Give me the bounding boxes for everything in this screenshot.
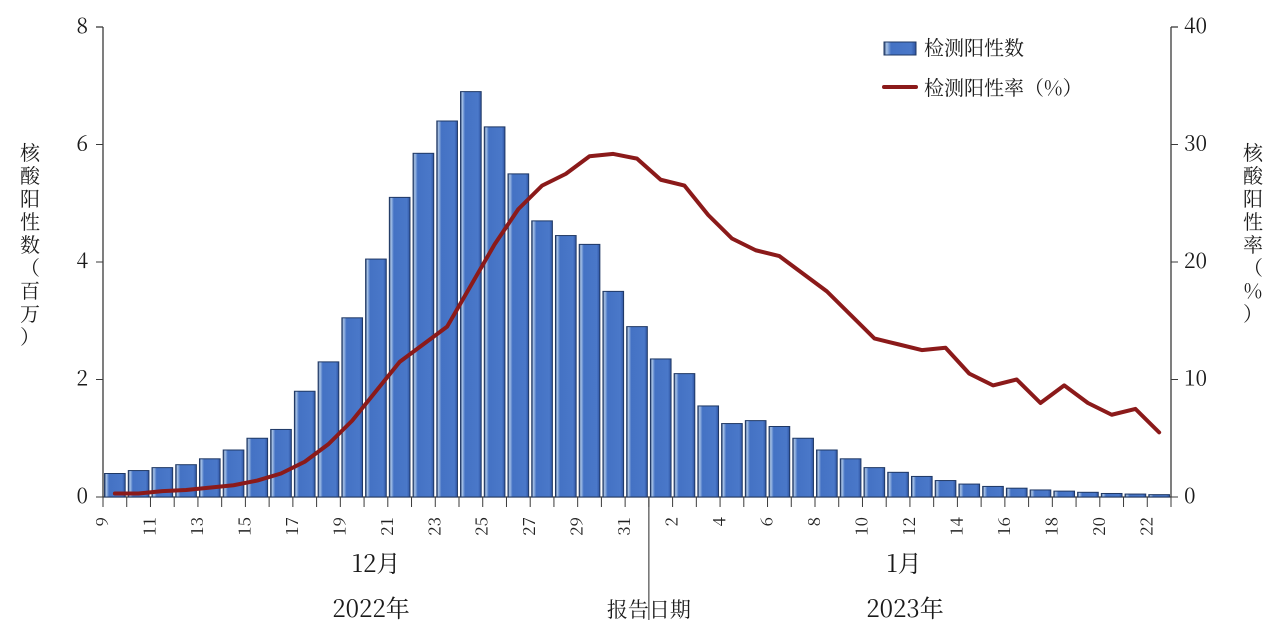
svg-text:20: 20 (1184, 245, 1207, 275)
svg-text:检测阳性率（%）: 检测阳性率（%） (924, 72, 1082, 101)
svg-text:8: 8 (76, 10, 88, 40)
svg-text:2022年: 2022年 (332, 589, 410, 624)
svg-text:4: 4 (705, 516, 730, 526)
svg-text:15: 15 (230, 517, 255, 536)
svg-text:17: 17 (278, 517, 303, 536)
svg-text:10: 10 (1184, 363, 1207, 393)
svg-text:19: 19 (325, 517, 350, 536)
svg-text:12: 12 (895, 517, 920, 536)
svg-text:30: 30 (1184, 128, 1207, 158)
svg-text:2023年: 2023年 (866, 589, 944, 624)
svg-text:40: 40 (1184, 10, 1207, 40)
svg-text:31: 31 (610, 517, 635, 536)
svg-text:9: 9 (88, 517, 113, 526)
svg-text:14: 14 (942, 516, 967, 535)
svg-text:6: 6 (753, 517, 778, 526)
svg-text:12月: 12月 (352, 544, 401, 579)
svg-text:2: 2 (658, 517, 683, 526)
svg-text:29: 29 (563, 517, 588, 536)
svg-text:6: 6 (76, 128, 88, 158)
svg-text:）: ） (20, 321, 40, 350)
svg-text:2: 2 (76, 363, 88, 393)
svg-text:检测阳性数: 检测阳性数 (924, 32, 1024, 61)
svg-text:22: 22 (1132, 517, 1157, 536)
svg-text:0: 0 (76, 480, 88, 510)
svg-text:8: 8 (800, 517, 825, 526)
svg-text:23: 23 (420, 517, 445, 536)
svg-text:13: 13 (183, 517, 208, 536)
svg-text:27: 27 (515, 517, 540, 536)
svg-text:10: 10 (847, 517, 872, 536)
svg-text:4: 4 (76, 245, 88, 275)
svg-text:20: 20 (1085, 517, 1110, 536)
svg-text:11: 11 (135, 517, 160, 536)
svg-text:0: 0 (1184, 480, 1196, 510)
svg-text:16: 16 (990, 517, 1015, 536)
svg-text:21: 21 (373, 517, 398, 536)
svg-text:25: 25 (468, 517, 493, 536)
svg-text:18: 18 (1037, 517, 1062, 536)
svg-text:）: ） (1243, 298, 1263, 327)
svg-text:1月: 1月 (886, 544, 921, 579)
